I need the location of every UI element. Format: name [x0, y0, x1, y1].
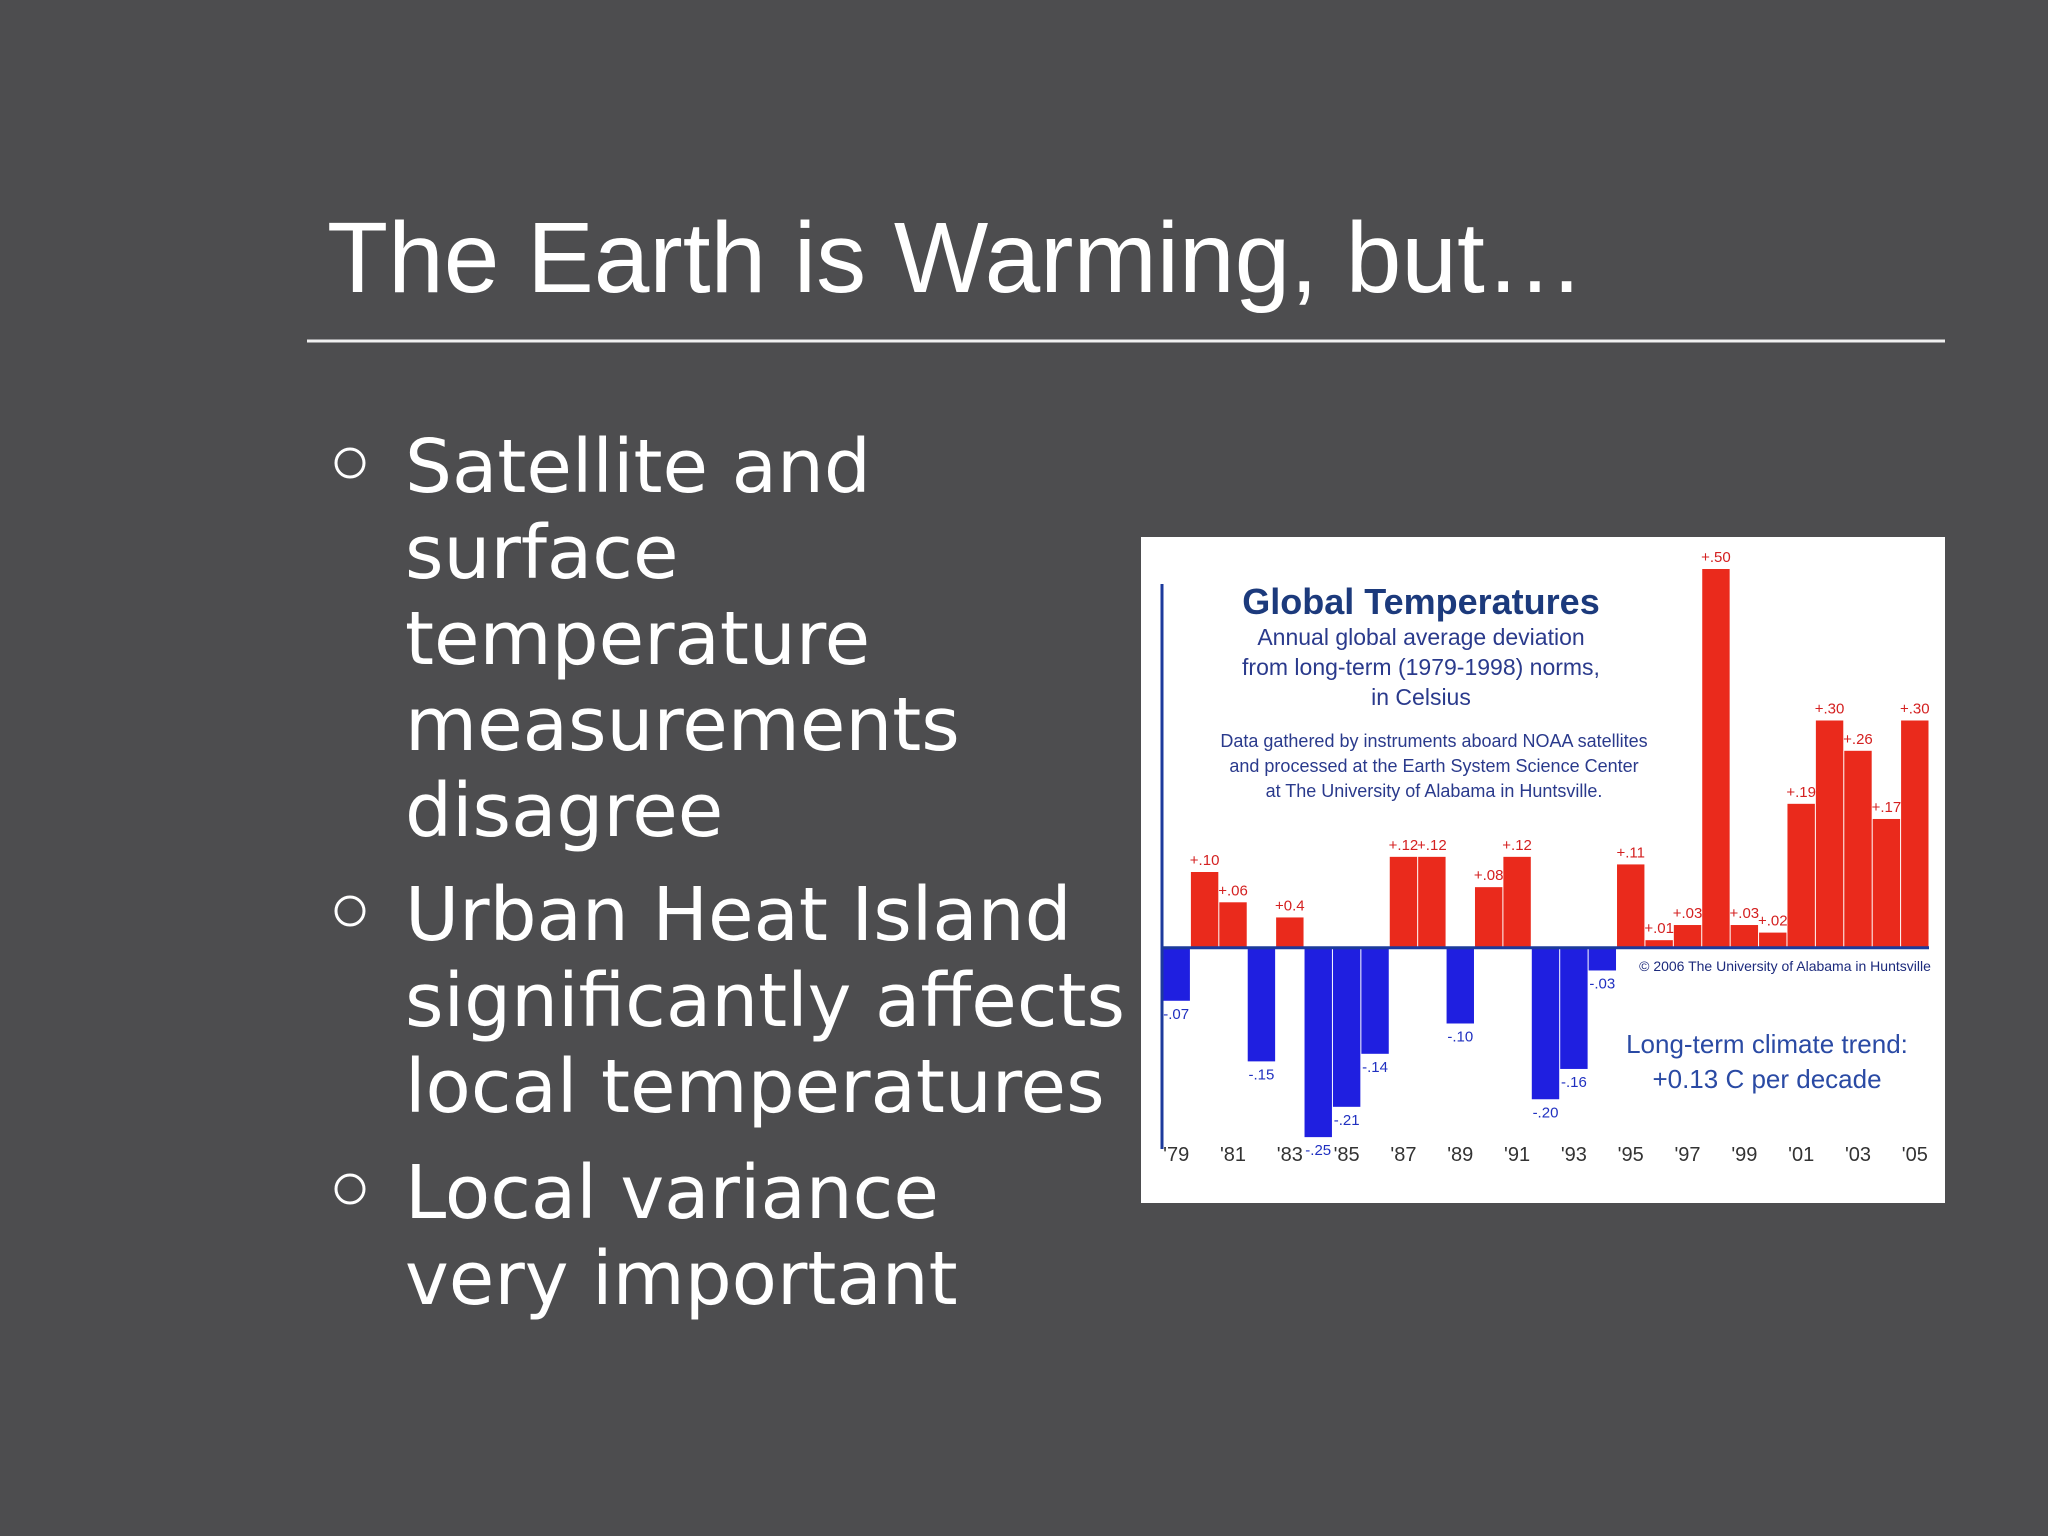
value-label: +.03 — [1730, 905, 1760, 922]
value-label: +.50 — [1701, 549, 1731, 566]
x-tick-label: '95 — [1618, 1144, 1644, 1166]
bullet-text: temperature — [405, 596, 870, 682]
annotation: +0.13 C per decade — [1652, 1064, 1881, 1094]
bar — [1815, 720, 1844, 948]
x-tick-label: '93 — [1561, 1144, 1587, 1166]
chart-subtitle: Annual global average deviation — [1257, 624, 1584, 650]
value-label: +.19 — [1786, 784, 1816, 801]
bar — [1872, 818, 1901, 948]
bar — [1560, 947, 1588, 1069]
bar — [1730, 925, 1759, 948]
x-tick-label: '05 — [1902, 1144, 1928, 1166]
x-tick-label: '85 — [1334, 1144, 1360, 1166]
chart-subtitle: from long-term (1979-1998) norms, — [1242, 654, 1600, 680]
bar — [1247, 947, 1276, 1062]
value-label: +.11 — [1616, 844, 1645, 861]
bar — [1617, 864, 1645, 948]
value-label: +.30 — [1815, 701, 1845, 718]
bullet-text: measurements — [405, 682, 960, 768]
bar — [1361, 947, 1389, 1054]
bar — [1389, 856, 1418, 948]
copyright: © 2006 The University of Alabama in Hunt… — [1639, 958, 1931, 974]
slide-title: The Earth is Warming, but… — [327, 202, 1585, 314]
bar — [1645, 940, 1673, 948]
value-label: -.14 — [1362, 1059, 1388, 1076]
value-label: +.10 — [1190, 852, 1220, 869]
x-tick-label: '99 — [1731, 1144, 1757, 1166]
x-tick-label: '89 — [1447, 1144, 1473, 1166]
bar — [1190, 872, 1219, 948]
bullet-text: Urban Heat Island — [405, 872, 1072, 958]
bullet-text: Local variance — [405, 1150, 939, 1236]
bar — [1673, 925, 1702, 948]
bullet-text: Satellite and — [405, 424, 871, 510]
chart-note: and processed at the Earth System Scienc… — [1229, 756, 1638, 776]
bar — [1844, 750, 1872, 948]
x-tick-label: '01 — [1788, 1144, 1814, 1166]
value-label: +.26 — [1843, 731, 1873, 748]
value-label: -.25 — [1305, 1142, 1331, 1159]
bar — [1787, 803, 1815, 948]
bar — [1332, 947, 1361, 1107]
value-label: +0.4 — [1275, 897, 1305, 914]
bar — [1304, 947, 1332, 1138]
bar — [1702, 569, 1730, 948]
chart-note: Data gathered by instruments aboard NOAA… — [1220, 731, 1647, 751]
value-label: +.17 — [1872, 799, 1902, 816]
bullets: Satellite andsurfacetemperaturemeasureme… — [334, 424, 1125, 1322]
value-label: -.03 — [1589, 975, 1615, 992]
value-label: -.16 — [1561, 1074, 1587, 1091]
chart-subtitle: in Celsius — [1371, 684, 1471, 710]
bar — [1503, 856, 1531, 948]
chart-title: Global Temperatures — [1242, 581, 1599, 622]
bar — [1901, 720, 1929, 948]
bullet-marker — [334, 1173, 366, 1205]
bar — [1588, 947, 1617, 971]
bar — [1531, 947, 1560, 1100]
bullet-marker — [334, 447, 366, 479]
bullet-text: disagree — [405, 768, 723, 854]
value-label: +.30 — [1900, 701, 1930, 718]
bar — [1759, 932, 1787, 948]
bar — [1474, 887, 1503, 948]
bar — [1219, 902, 1247, 948]
chart-note: at The University of Alabama in Huntsvil… — [1266, 781, 1603, 801]
value-label: +.03 — [1673, 905, 1703, 922]
value-label: -.15 — [1248, 1066, 1274, 1083]
value-label: -.10 — [1447, 1029, 1473, 1046]
value-label: -.21 — [1334, 1112, 1360, 1129]
x-tick-label: '03 — [1845, 1144, 1871, 1166]
bullet-marker — [334, 895, 366, 927]
bullet-text: significantly affects — [405, 958, 1125, 1044]
bar — [1418, 856, 1446, 948]
value-label: +.12 — [1417, 837, 1447, 854]
value-label: -.20 — [1533, 1104, 1559, 1121]
bar — [1446, 947, 1474, 1024]
bar — [1276, 917, 1304, 948]
x-tick-label: '91 — [1504, 1144, 1530, 1166]
x-tick-label: '87 — [1390, 1144, 1416, 1166]
bullet-text: very important — [405, 1236, 958, 1322]
bar — [1162, 947, 1190, 1001]
value-label: +.01 — [1644, 920, 1674, 937]
x-tick-label: '79 — [1163, 1144, 1189, 1166]
value-label: -.07 — [1163, 1006, 1189, 1023]
x-tick-label: '81 — [1220, 1144, 1246, 1166]
value-label: +.02 — [1758, 913, 1788, 930]
value-label: +.12 — [1389, 837, 1419, 854]
x-tick-label: '97 — [1674, 1144, 1700, 1166]
value-label: +.06 — [1218, 882, 1248, 899]
value-label: +.08 — [1474, 867, 1504, 884]
bullet-text: local temperatures — [405, 1044, 1105, 1130]
value-label: +.12 — [1502, 837, 1532, 854]
bullet-text: surface — [405, 510, 679, 596]
x-tick-label: '83 — [1277, 1144, 1303, 1166]
annotation: Long-term climate trend: — [1626, 1029, 1908, 1059]
